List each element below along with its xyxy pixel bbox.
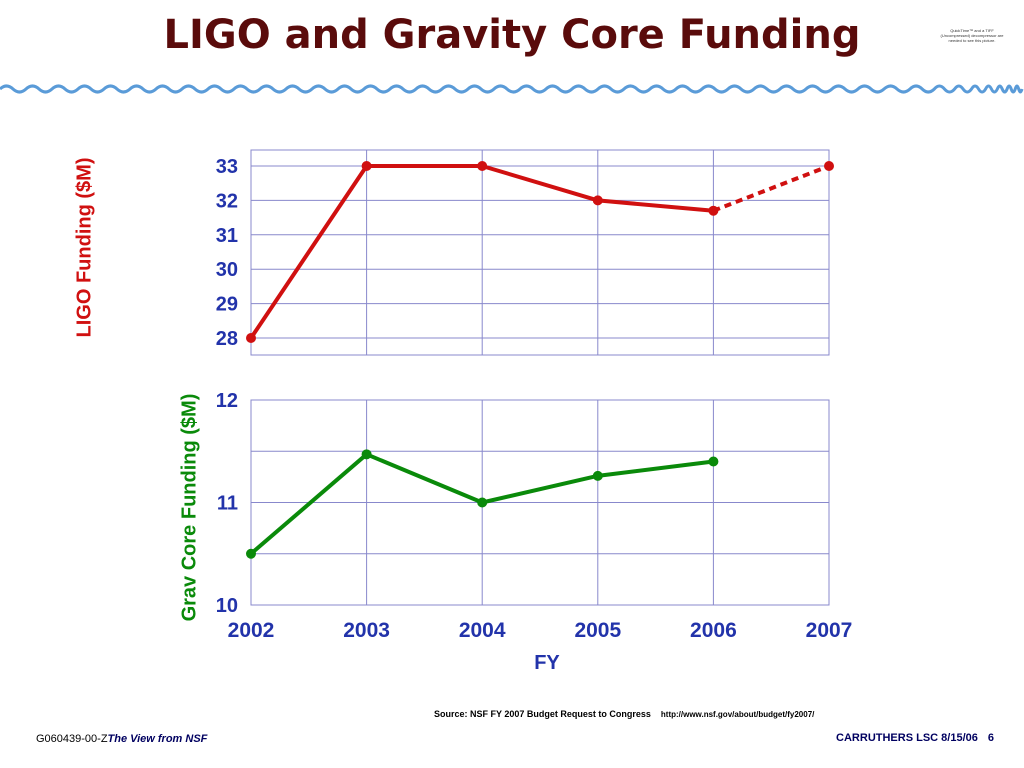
footer-right: CARRUTHERS LSC 8/15/06 6 [836, 732, 994, 744]
ligo-series-segment [249, 164, 369, 340]
ligo-series-segment [480, 164, 600, 203]
grav-series-segment [480, 473, 600, 505]
grav-data-point [592, 470, 603, 481]
grav-y-tick-label: 10 [216, 595, 238, 617]
ligo-y-axis-label: LIGO Funding ($M) [73, 157, 96, 338]
ligo-data-point [708, 205, 719, 216]
source-citation: Source: NSF FY 2007 Budget Request to Co… [434, 709, 814, 719]
grav-x-tick-label: 2006 [690, 619, 737, 642]
grav-data-point [361, 449, 372, 460]
source-label: Source: NSF FY 2007 Budget Request to Co… [434, 709, 651, 719]
ligo-series-segment [712, 164, 830, 213]
grav-series-segment [249, 452, 369, 556]
ligo-y-tick-label: 29 [216, 294, 238, 316]
grav-x-tick-label: 2002 [228, 619, 275, 642]
grav-x-tick-label: 2004 [459, 619, 506, 642]
ligo-y-tick-label: 33 [216, 156, 238, 178]
grav-series-segment [595, 459, 716, 478]
ligo-data-point [246, 333, 256, 343]
x-axis-title: FY [534, 652, 560, 674]
ligo-data-point [592, 195, 603, 206]
ligo-y-tick-label: 31 [216, 225, 238, 247]
ligo-y-tick-label: 28 [216, 328, 238, 350]
grav-x-tick-label: 2003 [343, 619, 390, 642]
page-number: 6 [987, 732, 994, 744]
ligo-data-point [477, 161, 488, 171]
grav-data-point [708, 456, 719, 467]
source-url[interactable]: http://www.nsf.gov/about/budget/fy2007/ [660, 710, 815, 719]
grav-series-segment [364, 452, 485, 505]
grav-x-tick-label: 2007 [806, 619, 853, 642]
grav-y-tick-label: 11 [217, 493, 238, 515]
ligo-data-point [361, 161, 372, 171]
footer-left: G060439-00-ZThe View from NSF [36, 733, 207, 745]
quicktime-placeholder-note: QuickTime™ and a TIFF (Uncompressed) dec… [940, 28, 1004, 43]
grav-y-tick-label: 12 [216, 390, 238, 412]
grav-data-point [246, 548, 256, 559]
ligo-plot-frame [250, 149, 830, 356]
grav-data-point [477, 497, 488, 508]
grav-y-axis-label: Grav Core Funding ($M) [178, 393, 201, 622]
footer-author: CARRUTHERS LSC 8/15/06 [836, 732, 978, 744]
footer-code: G060439-00-Z [36, 733, 108, 745]
footer-title: The View from NSF [107, 733, 208, 745]
grav-x-tick-label: 2005 [574, 619, 621, 642]
ligo-series-segment [595, 198, 716, 213]
page-title: LIGO and Gravity Core Funding [163, 12, 861, 58]
ligo-y-tick-label: 30 [216, 259, 238, 281]
ligo-data-point [824, 161, 834, 171]
ligo-y-tick-label: 32 [216, 190, 238, 212]
decorative-wave-divider [0, 84, 1024, 94]
